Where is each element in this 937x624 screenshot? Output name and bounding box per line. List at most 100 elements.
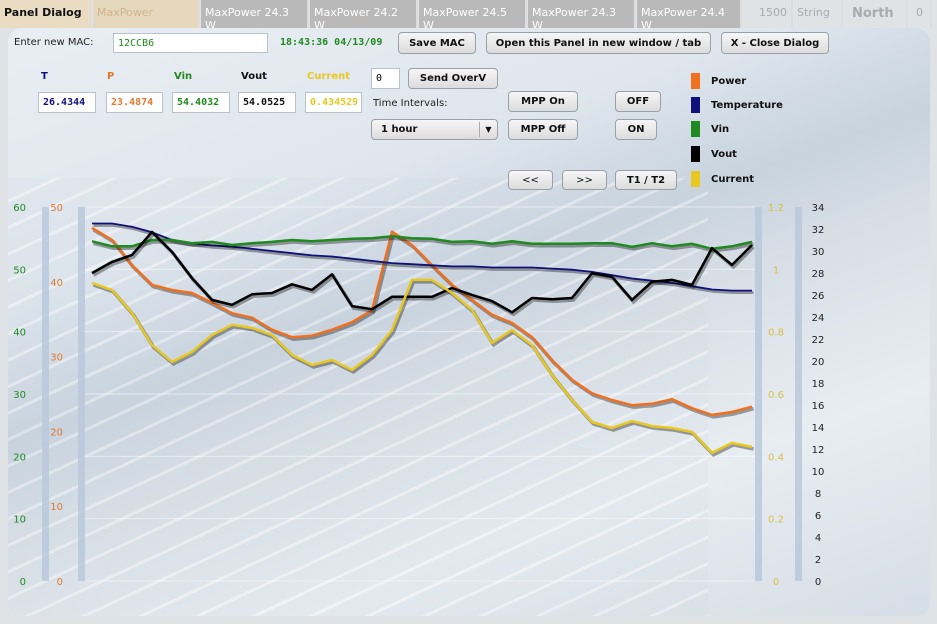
bg-cell: North (848, 0, 908, 28)
axis-strip-power (78, 207, 85, 581)
legend-swatch-vin (691, 121, 700, 137)
tick-label-power: 40 (50, 278, 63, 289)
tick-label-temp: 12 (812, 445, 825, 456)
vout-value[interactable] (238, 92, 296, 113)
save-mac-button[interactable]: Save MAC (398, 32, 476, 54)
tick-label-temp: 8 (815, 489, 821, 500)
tick-label-vin: 0 (20, 577, 26, 588)
tick-label-temp: 4 (815, 533, 821, 544)
timestamp: 18:43:36 04/13/09 (280, 37, 383, 48)
legend-temperature: Temperature (711, 100, 783, 111)
bg-cell: MaxPower 24.3 W (528, 0, 636, 32)
tick-label-temp: 30 (812, 247, 825, 258)
tick-label-temp: 28 (812, 269, 825, 280)
t1-t2-button[interactable]: T1 / T2 (615, 170, 677, 190)
tick-label-power: 10 (50, 502, 63, 513)
mac-label: Enter new MAC: (14, 37, 94, 48)
tick-label-temp: 16 (812, 401, 825, 412)
tick-label-current: 0.8 (768, 328, 784, 339)
legend-swatch-vout (691, 146, 700, 162)
panel-dialog (8, 28, 930, 616)
overv-input[interactable] (371, 68, 400, 89)
mac-input[interactable] (113, 33, 268, 53)
bg-cell: 1500 (755, 0, 793, 28)
axis-strip-temp (795, 207, 802, 581)
tick-label-vin: 40 (13, 328, 26, 339)
tick-label-current: 0.2 (768, 515, 784, 526)
dialog-title: Panel Dialog (0, 0, 92, 28)
open-new-window-button[interactable]: Open this Panel in new window / tab (486, 32, 711, 54)
series-line-vout (91, 230, 753, 314)
current-value[interactable] (305, 92, 362, 113)
tick-label-temp: 2 (815, 555, 821, 566)
current-header: Current (307, 71, 351, 82)
bg-cell: MaxPower 24.3 W (201, 0, 309, 32)
tick-label-current: 1.2 (768, 203, 784, 214)
tick-label-temp: 22 (812, 335, 825, 346)
series-line-power (91, 226, 753, 417)
bg-cell: MaxPower 24.2 W (310, 0, 418, 32)
time-interval-select[interactable]: 1 hour ▼ (371, 119, 498, 140)
legend-vin: Vin (711, 124, 730, 135)
series-line-vin (91, 235, 753, 251)
tick-label-current: 0.6 (768, 390, 784, 401)
time-intervals-label: Time Intervals: (373, 98, 448, 109)
bg-cell: MaxPower 24.5 W (419, 0, 527, 32)
close-dialog-button[interactable]: X - Close Dialog (721, 32, 829, 54)
on-button[interactable]: ON (615, 119, 657, 140)
series-shadow-vin (93, 236, 754, 253)
series-shadow-current (92, 280, 754, 458)
tick-label-temp: 24 (812, 313, 825, 324)
legend-swatch-current (691, 171, 700, 187)
mpp-off-button[interactable]: MPP Off (508, 119, 578, 140)
tick-label-vin: 10 (13, 515, 26, 526)
tick-label-temp: 6 (815, 511, 821, 522)
series-line-current (91, 278, 753, 455)
tick-label-temp: 20 (812, 357, 825, 368)
prev-button[interactable]: << (508, 170, 553, 190)
bg-cell: String (793, 0, 843, 28)
tick-label-temp: 26 (812, 291, 825, 302)
selected-interval: 1 hour (381, 124, 418, 135)
axis-strip-vin (42, 207, 49, 581)
tick-label-current: 1 (773, 265, 779, 276)
vout-header: Vout (241, 71, 267, 82)
chevron-down-icon: ▼ (479, 122, 497, 137)
tick-label-temp: 32 (812, 225, 825, 236)
axis-strip-current (755, 207, 762, 581)
tick-label-vin: 30 (13, 390, 26, 401)
tick-label-temp: 14 (812, 423, 825, 434)
t-header: T (41, 71, 48, 82)
tick-label-power: 20 (50, 427, 63, 438)
vin-value[interactable] (172, 92, 230, 113)
legend-vout: Vout (711, 149, 737, 160)
tick-label-vin: 50 (13, 265, 26, 276)
series-line-temperature (92, 222, 752, 292)
bg-cell: 0 (912, 0, 932, 28)
bg-cell: MaxPower 24.4 W (637, 0, 742, 32)
tick-label-power: 50 (50, 203, 63, 214)
next-button[interactable]: >> (562, 170, 607, 190)
tick-label-vin: 20 (13, 452, 26, 463)
tick-label-current: 0.4 (768, 452, 784, 463)
legend-swatch-temperature (691, 97, 700, 113)
vin-header: Vin (174, 71, 193, 82)
p-value[interactable] (106, 92, 163, 113)
t-value[interactable] (38, 92, 96, 113)
send-overv-button[interactable]: Send OverV (408, 68, 498, 89)
off-button[interactable]: OFF (615, 91, 661, 112)
tick-label-power: 30 (50, 353, 63, 364)
tick-label-power: 0 (57, 577, 63, 588)
legend-power: Power (711, 76, 747, 87)
tick-label-temp: 0 (815, 577, 821, 588)
tick-label-temp: 34 (812, 203, 825, 214)
tick-label-vin: 60 (13, 203, 26, 214)
legend-swatch-power (691, 73, 700, 89)
legend-current: Current (711, 174, 755, 185)
tick-label-current: 0 (773, 577, 779, 588)
series-shadow-temperature (93, 224, 754, 295)
mpp-on-button[interactable]: MPP On (508, 91, 578, 112)
tick-label-temp: 18 (812, 379, 825, 390)
p-header: P (107, 71, 115, 82)
